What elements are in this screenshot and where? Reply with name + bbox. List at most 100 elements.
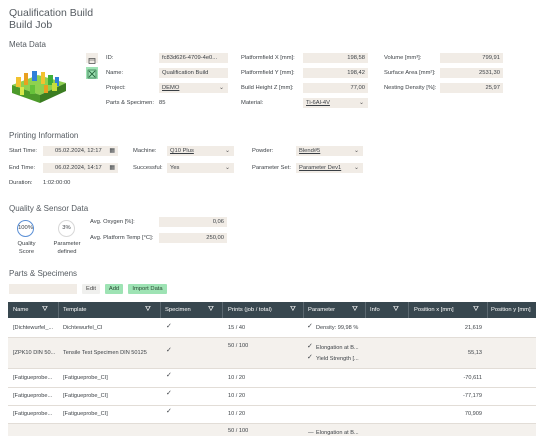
material-value: Ti-6Al-4V [306,100,330,106]
successful-value: Yes [170,165,180,171]
cell-prints: 10 / 20 [228,375,246,381]
cell-template: Tensile Test Specimen DIN 50125 [63,350,147,356]
quality-score-gauge: 100% [17,220,34,237]
cell-name: [Fatigueprobe... [13,393,53,399]
quality-heading: Quality & Sensor Data [9,204,89,213]
filter-icon[interactable]: ⛛ [145,306,151,313]
avg-platform-temp-field[interactable]: 250,00 [159,233,227,243]
machine-label: Machine: [133,148,157,154]
table-row[interactable] [8,405,536,424]
cell-template: [Fatigueprobe_CI] [63,411,108,417]
chevron-down-icon: ⌄ [224,148,230,154]
cell-parameter: Density: 99,98 % [316,325,359,331]
3d-view-icon[interactable] [86,67,98,79]
filter-icon[interactable]: ⛛ [42,306,48,313]
col-name[interactable]: Name [13,307,29,313]
powder-select[interactable]: Blend#5 ⌄ [296,146,363,156]
cell-position-x: -70,611 [463,375,482,381]
surface-area-label: Surface Area [mm²]: [384,70,436,76]
col-divider [160,302,161,318]
project-value: DEMO [162,85,180,91]
parameter-set-select[interactable]: Parameter Dev1 ⌄ [296,163,363,173]
add-button[interactable]: Add [105,284,123,294]
successful-select[interactable]: Yes ⌄ [167,163,234,173]
cell-name: [ZPK10 DIN 50... [13,350,56,356]
filter-icon[interactable]: ⛛ [393,306,399,313]
edit-button[interactable]: Edit [82,284,100,294]
duration-value: 1:02:00:00 [43,180,71,186]
cell-prints: 15 / 40 [228,325,246,331]
col-divider [58,302,59,318]
avg-oxygen-label: Avg. Oxygen [%]: [90,219,135,225]
col-divider [487,302,488,318]
quality-score-label1: Quality [17,241,36,247]
calendar-icon[interactable]: ▦ [109,165,115,171]
platformfield-x-label: Platformfield X [mm]: [241,55,295,61]
check-icon: ✓ [307,354,313,361]
col-parameter[interactable]: Parameter [308,307,336,313]
chevron-down-icon: ⌄ [353,148,359,154]
import-data-button[interactable]: Import Data [128,284,167,294]
quality-score-label2: Score [18,249,35,255]
id-field[interactable]: fc83d626-4709-4e0... [159,53,228,63]
parameter-set-label: Parameter Set: [252,165,291,171]
parts-specimen-label: Parts & Specimen: [106,100,155,106]
col-template[interactable]: Template [63,307,87,313]
chevron-down-icon: ⌄ [358,100,364,106]
surface-area-field[interactable]: 2531,30 [440,68,503,78]
col-position-x[interactable]: Position x [mm] [414,307,454,313]
search-input[interactable] [9,284,77,294]
col-info[interactable]: Info [370,307,380,313]
table-row[interactable] [8,424,536,436]
name-field[interactable]: Qualification Build [159,68,228,78]
filter-icon[interactable]: ⛛ [208,306,214,313]
col-prints[interactable]: Prints (job / total) [228,307,272,313]
filter-icon[interactable]: ⛛ [473,306,479,313]
end-time-field[interactable]: 06.02.2024, 14:17 ▦ [43,163,118,173]
cell-template: Dichtewurfel_CI [63,325,103,331]
cell-parameter: Elongation at B... [316,345,359,351]
platformfield-y-label: Platformfield Y [mm]: [241,70,295,76]
build-height-field[interactable]: 77,00 [303,83,368,93]
platformfield-y-field[interactable]: 198,42 [303,68,368,78]
nesting-density-field[interactable]: 25,97 [440,83,503,93]
table-row[interactable] [8,387,536,406]
col-position-y[interactable]: Position y [mm] [491,307,531,313]
image-icon[interactable] [86,53,98,64]
chevron-down-icon: ⌄ [224,165,230,171]
table-row[interactable] [8,369,536,388]
filter-icon[interactable]: ⛛ [352,306,358,313]
table-row[interactable] [8,338,536,369]
cell-template: [Fatigueprobe_CI] [63,393,108,399]
name-label: Name: [106,70,124,76]
cell-name: [Dichtewurfel_... [13,325,54,331]
cell-parameter-2: Yield Strength [... [316,356,359,362]
page-title: Qualification Build [9,7,94,19]
successful-label: Successful: [133,165,163,171]
avg-platform-temp-label: Avg. Platform Temp [°C]: [90,235,154,241]
cell-prints: 50 / 100 [228,343,249,349]
dash-icon: — [308,430,314,436]
filter-icon[interactable]: ⛛ [290,306,296,313]
col-specimen[interactable]: Specimen [165,307,191,313]
parameter-defined-gauge: 3% [58,220,75,237]
project-label: Project: [106,85,126,91]
parts-specimen-value: 85 [159,100,166,106]
volume-field[interactable]: 799,91 [440,53,503,63]
cell-position-x: -77,179 [463,393,482,399]
check-icon: ✓ [166,323,172,330]
material-select[interactable]: Ti-6Al-4V ⌄ [303,98,368,108]
table-row[interactable] [8,318,536,338]
machine-select[interactable]: Q10 Plus ⌄ [167,146,234,156]
cell-template: [Fatigueprobe_CI] [63,375,108,381]
start-time-field[interactable]: 05.02.2024, 12:17 ▦ [43,146,118,156]
calendar-icon[interactable]: ▦ [109,148,115,154]
check-icon: ✓ [166,347,172,354]
platformfield-x-field[interactable]: 198,58 [303,53,368,63]
avg-oxygen-field[interactable]: 0,06 [159,217,227,227]
check-icon: ✓ [307,343,313,350]
cell-name: [Fatigueprobe... [13,375,53,381]
machine-value: Q10 Plus [170,148,194,154]
project-select[interactable]: DEMO ⌄ [159,83,228,93]
col-divider [365,302,366,318]
